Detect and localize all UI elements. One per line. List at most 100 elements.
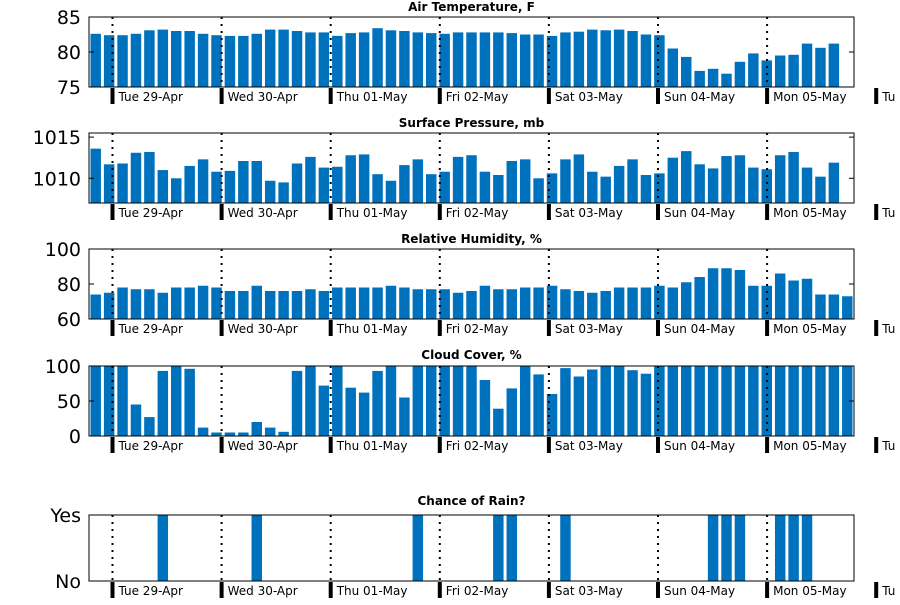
day-label: Sun 04-May xyxy=(664,584,735,598)
day-label: Wed 30-Apr xyxy=(228,206,298,220)
bar xyxy=(264,29,276,88)
bar xyxy=(197,427,209,436)
day-label: Tue 29-Apr xyxy=(118,322,183,336)
y-tick-label: 80 xyxy=(57,274,81,296)
bar xyxy=(157,370,169,436)
bar xyxy=(130,404,142,436)
day-label: Fri 02-May xyxy=(446,206,509,220)
y-tick-label: 75 xyxy=(57,77,81,99)
bar xyxy=(533,374,544,436)
y-tick-label: 0 xyxy=(69,426,81,448)
bar xyxy=(654,173,665,203)
bar xyxy=(667,157,679,203)
bar xyxy=(90,33,101,87)
bar xyxy=(144,417,155,436)
bar xyxy=(439,33,450,87)
bar xyxy=(144,30,155,87)
bar xyxy=(466,32,477,87)
day-label: Thu 01-May xyxy=(336,206,408,220)
bar xyxy=(103,366,115,436)
bar xyxy=(801,515,813,581)
day-label: Sat 03-May xyxy=(555,322,623,336)
bar xyxy=(627,287,638,319)
bar xyxy=(184,368,195,436)
bar xyxy=(774,273,786,319)
bar xyxy=(466,291,477,319)
bar xyxy=(238,35,249,87)
bar xyxy=(439,289,450,319)
bar xyxy=(600,366,611,436)
day-label: Sun 04-May xyxy=(664,90,735,104)
bar xyxy=(613,29,625,88)
bar xyxy=(144,289,155,319)
bar xyxy=(157,515,169,581)
bar xyxy=(560,515,571,581)
bar xyxy=(479,171,491,203)
bar xyxy=(157,170,169,203)
bar xyxy=(774,366,786,436)
bar xyxy=(573,154,585,203)
y-tick-label: 100 xyxy=(45,356,81,378)
bar xyxy=(90,148,101,203)
axes-frame xyxy=(88,514,855,582)
bar xyxy=(332,366,343,436)
y-tick-label: 1015 xyxy=(33,127,81,149)
y-tick-label: No xyxy=(55,571,81,593)
bar xyxy=(613,287,625,319)
bar xyxy=(587,29,598,88)
bar xyxy=(640,373,652,436)
bar xyxy=(184,287,195,319)
bar xyxy=(667,287,679,319)
bar xyxy=(721,366,732,436)
bar xyxy=(828,366,840,436)
bar xyxy=(412,289,424,319)
bar xyxy=(815,366,826,436)
bar xyxy=(358,287,370,319)
bar xyxy=(238,291,249,319)
chart-title: Relative Humidity, % xyxy=(401,232,542,246)
day-label: Mon 05-May xyxy=(773,439,847,453)
bar xyxy=(774,55,786,87)
bar xyxy=(734,61,746,87)
bar xyxy=(103,292,115,319)
bar xyxy=(412,159,424,203)
chart-panel-4: 0 50 100 Cloud Cover, % Tue 29-Apr Wed 30-Apr… xyxy=(45,348,895,453)
bar xyxy=(748,285,759,319)
bar xyxy=(251,515,262,581)
bar xyxy=(224,432,236,436)
bar xyxy=(479,32,491,87)
bar xyxy=(788,515,799,581)
bar xyxy=(278,431,289,436)
day-label: Sun 04-May xyxy=(664,322,735,336)
day-label: Sun 04-May xyxy=(664,206,735,220)
bar xyxy=(399,31,410,87)
bar xyxy=(117,366,128,436)
bar xyxy=(117,287,128,319)
chart-title: Cloud Cover, % xyxy=(421,348,521,362)
axes-frame xyxy=(88,132,855,204)
bar xyxy=(345,155,356,203)
bar xyxy=(372,370,383,436)
bar xyxy=(251,33,262,87)
bar xyxy=(560,159,571,203)
bar xyxy=(828,162,840,203)
bar xyxy=(506,33,517,87)
bar xyxy=(372,287,383,319)
day-label: Sat 03-May xyxy=(555,584,623,598)
bar xyxy=(748,366,759,436)
bar xyxy=(640,287,652,319)
day-label: Wed 30-Apr xyxy=(228,439,298,453)
bar xyxy=(399,287,410,319)
bar xyxy=(506,161,517,203)
bar xyxy=(251,285,262,319)
bar xyxy=(251,422,262,436)
bar xyxy=(399,165,410,203)
bar xyxy=(788,54,799,87)
day-label: Tu xyxy=(881,322,895,336)
bar xyxy=(466,366,477,436)
bar xyxy=(211,287,222,319)
bar xyxy=(90,366,101,436)
bar xyxy=(681,56,692,87)
bar xyxy=(815,294,826,319)
